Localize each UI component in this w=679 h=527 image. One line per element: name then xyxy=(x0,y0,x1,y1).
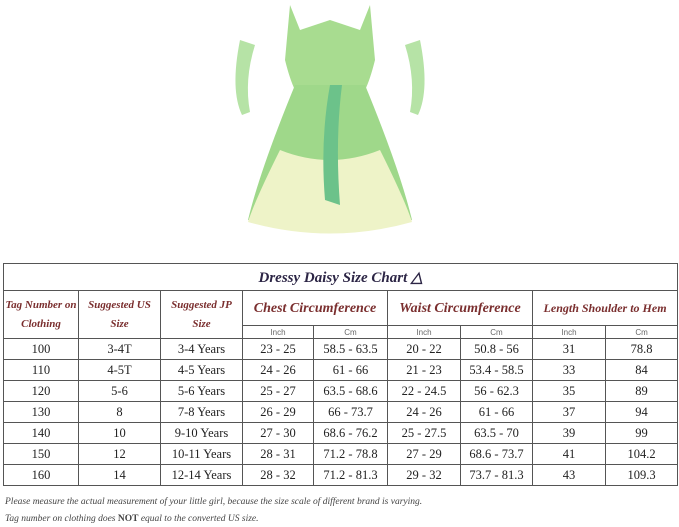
table-cell: 14 xyxy=(78,464,161,486)
table-cell: 71.2 - 78.8 xyxy=(313,443,388,465)
table-row: 100 3-4T 3-4 Years 23 - 25 58.5 - 63.5 20 - 2… xyxy=(3,338,679,360)
table-cell: 160 xyxy=(3,464,79,486)
table-cell: 12 xyxy=(78,443,161,465)
table-cell: 94 xyxy=(604,401,679,423)
table-row: 150 12 10-11 Years 28 - 31 71.2 - 78.8 27 - 2… xyxy=(3,443,679,465)
table-cell: 120 xyxy=(3,380,79,402)
table-cell: 27 - 30 xyxy=(242,422,314,444)
dress-product-image xyxy=(235,5,425,234)
header-chest: Chest Circumference xyxy=(242,290,388,326)
subheader-cm: Cm xyxy=(460,325,533,339)
table-cell: 23 - 25 xyxy=(242,338,314,360)
table-cell: 9-10 Years xyxy=(160,422,243,444)
table-cell: 41 xyxy=(532,443,606,465)
table-cell: 100 xyxy=(3,338,79,360)
table-cell: 104.2 xyxy=(604,443,679,465)
table-cell: 25 - 27 xyxy=(242,380,314,402)
table-row: 160 14 12-14 Years 28 - 32 71.2 - 81.3 29 - 3… xyxy=(3,464,679,486)
table-cell: 50.8 - 56 xyxy=(460,338,533,360)
table-cell: 66 - 73.7 xyxy=(313,401,388,423)
table-cell: 140 xyxy=(3,422,79,444)
table-cell: 10-11 Years xyxy=(160,443,243,465)
subheader-inch: Inch xyxy=(532,325,606,339)
table-cell: 84 xyxy=(604,359,679,381)
table-cell: 150 xyxy=(3,443,79,465)
header-length: Length Shoulder to Hem xyxy=(531,290,679,326)
table-cell: 130 xyxy=(3,401,79,423)
table-cell: 28 - 31 xyxy=(242,443,314,465)
header-us-size: Suggested US Size xyxy=(78,290,161,339)
table-cell: 109.3 xyxy=(604,464,679,486)
table-cell: 58.5 - 63.5 xyxy=(313,338,388,360)
note-measure: Please measure the actual measurement of… xyxy=(5,497,423,507)
table-cell: 89 xyxy=(604,380,679,402)
table-cell: 26 - 29 xyxy=(242,401,314,423)
table-cell: 68.6 - 76.2 xyxy=(313,422,388,444)
table-cell: 63.5 - 70 xyxy=(460,422,533,444)
table-cell: 12-14 Years xyxy=(160,464,243,486)
note-tag: Tag number on clothing does NOT equal to… xyxy=(5,514,259,524)
table-cell: 99 xyxy=(604,422,679,444)
subheader-inch: Inch xyxy=(242,325,314,339)
table-cell: 25 - 27.5 xyxy=(387,422,461,444)
table-cell: 24 - 26 xyxy=(242,359,314,381)
table-cell: 4-5T xyxy=(78,359,161,381)
size-chart-table: Dressy Daisy Size Chart △ Tag Number on … xyxy=(2,263,679,486)
subheader-cm: Cm xyxy=(604,325,679,339)
table-cell: 61 - 66 xyxy=(313,359,388,381)
table-row: 130 8 7-8 Years 26 - 29 66 - 73.7 24 - 26 61 -… xyxy=(3,401,679,423)
table-cell: 20 - 22 xyxy=(387,338,461,360)
table-cell: 53.4 - 58.5 xyxy=(460,359,533,381)
table-cell: 68.6 - 73.7 xyxy=(460,443,533,465)
table-cell: 8 xyxy=(78,401,161,423)
table-cell: 39 xyxy=(532,422,606,444)
table-cell: 110 xyxy=(3,359,79,381)
table-cell: 28 - 32 xyxy=(242,464,314,486)
table-cell: 3-4T xyxy=(78,338,161,360)
table-cell: 5-6 xyxy=(78,380,161,402)
table-cell: 10 xyxy=(78,422,161,444)
dress-icon: △ xyxy=(411,269,423,286)
header-waist: Waist Circumference xyxy=(387,290,533,326)
table-cell: 27 - 29 xyxy=(387,443,461,465)
header-jp-size: Suggested JP Size xyxy=(160,290,243,339)
table-cell: 71.2 - 81.3 xyxy=(313,464,388,486)
table-row: 110 4-5T 4-5 Years 24 - 26 61 - 66 21 - 23 53.… xyxy=(3,359,679,381)
table-cell: 4-5 Years xyxy=(160,359,243,381)
table-cell: 29 - 32 xyxy=(387,464,461,486)
table-cell: 22 - 24.5 xyxy=(387,380,461,402)
table-cell: 21 - 23 xyxy=(387,359,461,381)
header-tag-number: Tag Number on Clothing xyxy=(3,290,79,339)
table-cell: 7-8 Years xyxy=(160,401,243,423)
table-cell: 78.8 xyxy=(604,338,679,360)
table-cell: 33 xyxy=(532,359,606,381)
table-cell: 56 - 62.3 xyxy=(460,380,533,402)
table-cell: 3-4 Years xyxy=(160,338,243,360)
subheader-inch: Inch xyxy=(387,325,461,339)
table-cell: 5-6 Years xyxy=(160,380,243,402)
table-cell: 61 - 66 xyxy=(460,401,533,423)
table-cell: 63.5 - 68.6 xyxy=(313,380,388,402)
table-cell: 73.7 - 81.3 xyxy=(460,464,533,486)
table-cell: 24 - 26 xyxy=(387,401,461,423)
table-row: 120 5-6 5-6 Years 25 - 27 63.5 - 68.6 22 - 24… xyxy=(3,380,679,402)
subheader-cm: Cm xyxy=(313,325,388,339)
chart-title: Dressy Daisy Size Chart △ xyxy=(2,263,679,291)
table-cell: 31 xyxy=(532,338,606,360)
table-cell: 37 xyxy=(532,401,606,423)
table-cell: 43 xyxy=(532,464,606,486)
table-row: 140 10 9-10 Years 27 - 30 68.6 - 76.2 25 - 27… xyxy=(3,422,679,444)
table-cell: 35 xyxy=(532,380,606,402)
